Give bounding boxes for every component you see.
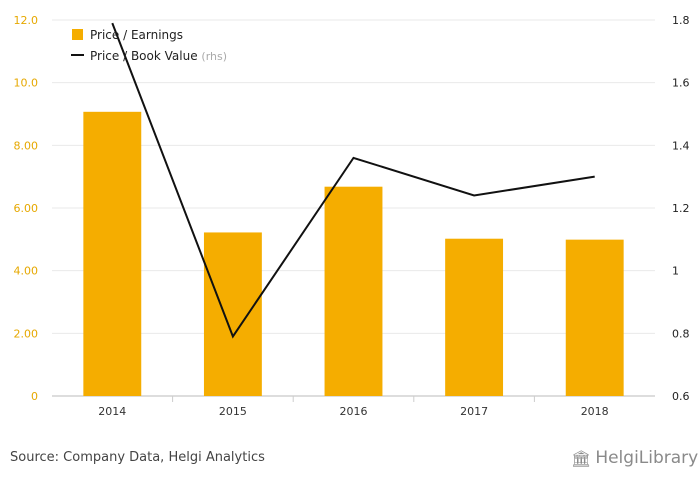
bar [566, 240, 624, 396]
legend-label-line: Price / Book Value (rhs) [90, 49, 227, 63]
bar [445, 239, 503, 396]
y-left-tick-label: 10.0 [14, 77, 39, 90]
legend-label-bar: Price / Earnings [90, 28, 183, 42]
y-right-tick-label: 1.4 [672, 139, 690, 152]
y-right-tick-label: 0.8 [672, 327, 690, 340]
x-tick-label: 2016 [340, 405, 368, 418]
y-left-tick-label: 4.00 [14, 265, 39, 278]
logo-text: HelgiLibrary [595, 448, 698, 468]
bar [83, 112, 141, 396]
y-right-tick-label: 1.6 [672, 77, 690, 90]
y-left-tick-label: 2.00 [14, 327, 39, 340]
x-tick-label: 2018 [581, 405, 609, 418]
y-left-tick-label: 0 [31, 390, 38, 403]
y-right-tick-label: 1 [672, 265, 679, 278]
y-left-tick-label: 8.00 [14, 139, 39, 152]
y-left-tick-label: 12.0 [14, 14, 39, 27]
y-right-tick-label: 0.6 [672, 390, 690, 403]
source-note: Source: Company Data, Helgi Analytics [10, 450, 265, 465]
x-tick-label: 2015 [219, 405, 247, 418]
y-right-tick-label: 1.2 [672, 202, 690, 215]
bar [204, 232, 262, 396]
y-left-tick-label: 6.00 [14, 202, 39, 215]
legend-swatch-bar [72, 29, 83, 40]
helgi-library-logo: 🏛 HelgiLibrary [571, 448, 698, 468]
y-right-tick-label: 1.8 [672, 14, 690, 27]
library-building-icon: 🏛 [571, 449, 591, 468]
legend-rhs-note: (rhs) [201, 50, 227, 63]
bar [325, 187, 383, 396]
x-tick-label: 2014 [98, 405, 126, 418]
x-tick-label: 2017 [460, 405, 488, 418]
